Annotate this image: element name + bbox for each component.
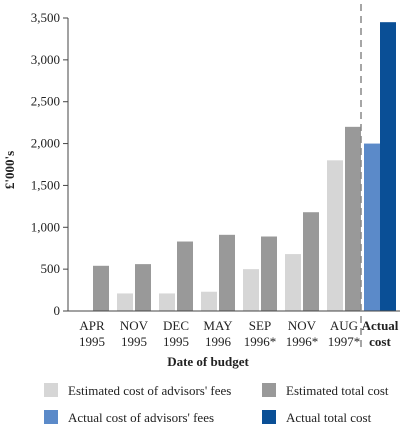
bar-actual-fees [364,143,380,311]
bar-estimated-total [135,264,151,311]
bar-estimated-fees [243,269,259,311]
y-tick-label: 1,000 [31,219,60,234]
legend-swatch [44,383,58,397]
actual-cost-label: Actual [362,318,399,333]
legend-swatch [44,410,58,424]
y-tick-label: 2,000 [31,136,60,151]
x-category-label: MAY [203,318,233,333]
y-tick-label: 3,000 [31,52,60,67]
legend-label: Estimated total cost [286,383,389,398]
x-category-label: AUG [330,318,358,333]
bar-estimated-fees [117,293,133,311]
x-category-label: SEP [249,318,271,333]
legend: Estimated cost of advisors' fees Estimate… [44,383,389,425]
bar-estimated-total [93,265,109,311]
y-tick-label: 500 [41,261,61,276]
y-axis-ticks: 0 500 1,000 1,500 2,000 2,500 3,000 3,500 [31,10,68,318]
bar-estimated-total [345,126,361,311]
bars [93,22,396,311]
bar-estimated-fees [201,291,217,311]
x-category-label: DEC [163,318,189,333]
y-tick-label: 3,500 [31,10,60,25]
legend-label: Estimated cost of advisors' fees [68,383,231,398]
bar-estimated-total [303,212,319,311]
bar-estimated-total [261,236,277,311]
x-category-label: APR [79,318,105,333]
bar-estimated-fees [285,254,301,311]
bar-estimated-total [177,241,193,311]
x-category-year: 1995 [121,334,147,349]
x-category-year: 1996* [244,334,277,349]
y-tick-label: 0 [54,303,61,318]
bar-estimated-fees [159,293,175,311]
bar-actual-total [380,22,396,311]
legend-label: Actual total cost [286,410,372,425]
x-category-year: 1996 [205,334,232,349]
x-axis-categories: APR1995NOV1995DEC1995MAY1996SEP1996*NOV1… [79,318,399,349]
bar-estimated-total [219,234,235,311]
x-axis-label: Date of budget [167,354,249,369]
x-category-year: 1995 [163,334,189,349]
x-category-year: 1995 [79,334,105,349]
actual-cost-label-line2: cost [369,334,391,349]
legend-swatch [262,410,276,424]
legend-swatch [262,383,276,397]
y-tick-label: 1,500 [31,177,60,192]
legend-label: Actual cost of advisors' fees [68,410,214,425]
x-category-year: 1996* [286,334,319,349]
y-tick-label: 2,500 [31,94,60,109]
x-category-label: NOV [120,318,149,333]
y-axis-label: £'000's [2,151,17,189]
x-category-label: NOV [288,318,317,333]
x-category-year: 1997* [328,334,361,349]
bar-estimated-fees [327,160,343,311]
